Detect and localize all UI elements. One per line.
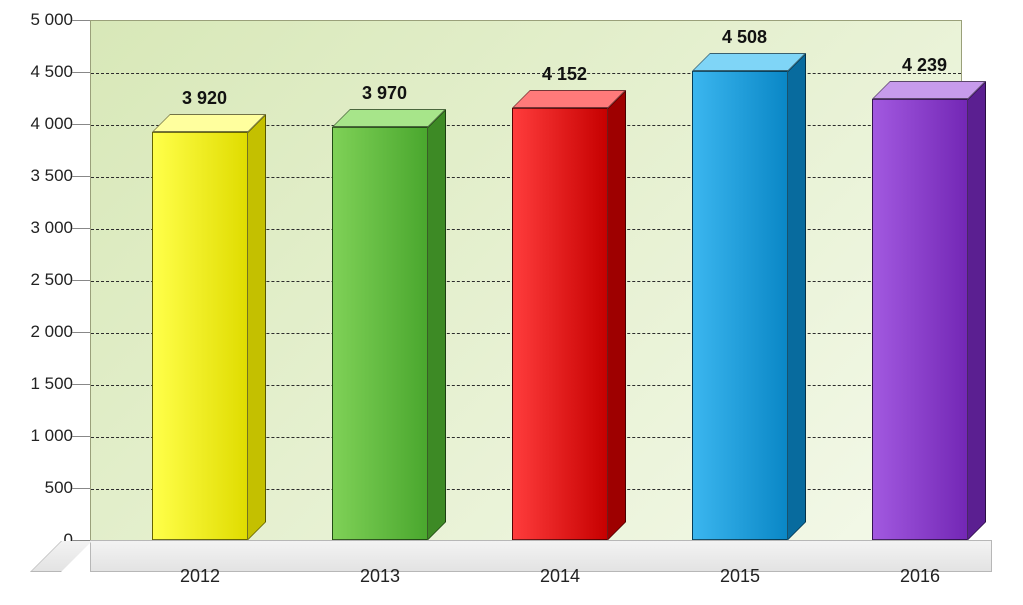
- y-tick-mark: [72, 332, 90, 333]
- x-axis-labels: 2012 2013 2014 2015 2016: [90, 560, 960, 590]
- bar-top: [512, 90, 626, 108]
- y-tick-label: 1 000: [3, 426, 73, 446]
- bar-value-label: 3 970: [362, 83, 407, 104]
- bar-top: [332, 109, 446, 127]
- bar-side: [248, 114, 266, 540]
- y-tick-label: 4 500: [3, 62, 73, 82]
- y-tick-mark: [72, 124, 90, 125]
- bar-2015: 4 508: [692, 71, 788, 540]
- y-tick-label: 3 000: [3, 218, 73, 238]
- bar-top: [692, 53, 806, 71]
- bar-top: [872, 81, 986, 99]
- y-tick-label: 2 000: [3, 322, 73, 342]
- y-tick-label: 3 500: [3, 166, 73, 186]
- bar-chart-3d: 05001 0001 5002 0002 5003 0003 5004 0004…: [0, 0, 1023, 605]
- bar-2016: 4 239: [872, 99, 968, 540]
- y-tick-label: 2 500: [3, 270, 73, 290]
- bar-front: [332, 127, 428, 540]
- bar-front: [152, 132, 248, 540]
- bar-value-label: 4 508: [722, 27, 767, 48]
- bar-2012: 3 920: [152, 132, 248, 540]
- bar-side: [428, 109, 446, 540]
- y-tick-mark: [72, 20, 90, 21]
- y-tick-label: 4 000: [3, 114, 73, 134]
- y-tick-mark: [72, 72, 90, 73]
- bars-container: 3 920 3 970 4 152 4 508 4 239: [90, 20, 960, 540]
- y-tick-mark: [72, 436, 90, 437]
- y-tick-mark: [72, 384, 90, 385]
- y-tick-mark: [72, 228, 90, 229]
- bar-value-label: 3 920: [182, 88, 227, 109]
- bar-value-label: 4 239: [902, 55, 947, 76]
- x-category-label: 2015: [720, 566, 760, 587]
- bar-2014: 4 152: [512, 108, 608, 540]
- bar-top: [152, 114, 266, 132]
- bar-side: [788, 53, 806, 540]
- y-tick-mark: [72, 280, 90, 281]
- bar-side: [968, 81, 986, 540]
- y-tick-mark: [72, 488, 90, 489]
- x-category-label: 2014: [540, 566, 580, 587]
- y-tick-label: 5 000: [3, 10, 73, 30]
- x-category-label: 2013: [360, 566, 400, 587]
- bar-front: [512, 108, 608, 540]
- y-tick-label: 500: [3, 478, 73, 498]
- bar-front: [872, 99, 968, 540]
- x-category-label: 2012: [180, 566, 220, 587]
- bar-side: [608, 90, 626, 540]
- bar-2013: 3 970: [332, 127, 428, 540]
- bar-front: [692, 71, 788, 540]
- bar-value-label: 4 152: [542, 64, 587, 85]
- y-tick-label: 1 500: [3, 374, 73, 394]
- y-tick-mark: [72, 176, 90, 177]
- y-axis-ticks: 05001 0001 5002 0002 5003 0003 5004 0004…: [0, 20, 85, 580]
- x-category-label: 2016: [900, 566, 940, 587]
